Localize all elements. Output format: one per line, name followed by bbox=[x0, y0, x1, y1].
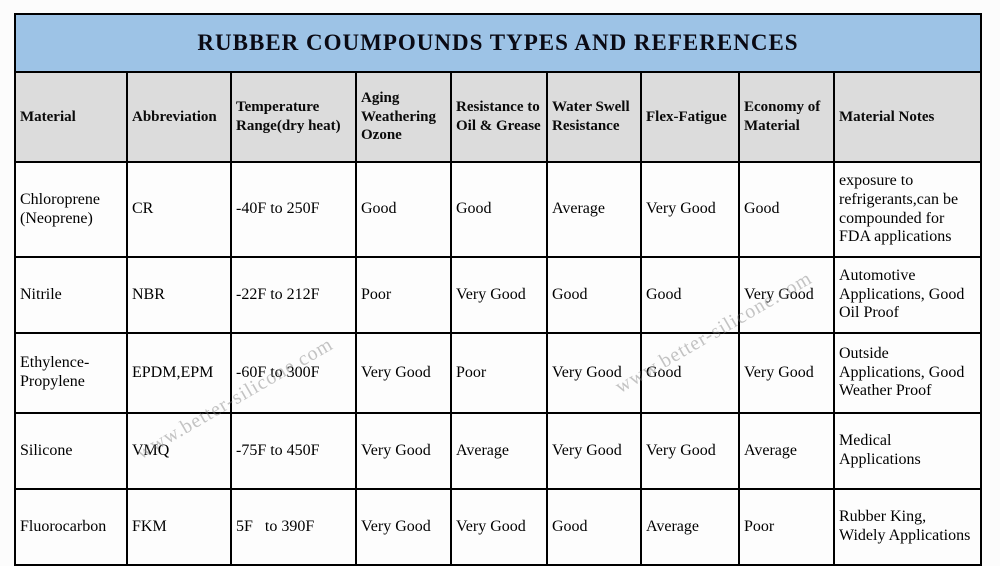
cell-flex-fatigue: Very Good bbox=[640, 161, 740, 258]
cell-aging-weathering-ozone: Very Good bbox=[355, 488, 452, 566]
cell-abbreviation: EPDM,EPM bbox=[126, 332, 232, 414]
cell-economy-of-material: Very Good bbox=[738, 332, 835, 414]
cell-water-swell-resistance: Average bbox=[546, 161, 642, 258]
cell-temperature-range: 5F to 390F bbox=[230, 488, 357, 566]
cell-temperature-range: -60F to 300F bbox=[230, 332, 357, 414]
cell-abbreviation: NBR bbox=[126, 256, 232, 334]
col-header-economy-of-material: Economy of Material bbox=[738, 71, 835, 163]
table-row-silicone: Silicone VMQ -75F to 450F Very Good Aver… bbox=[14, 412, 982, 490]
table-row-nitrile: Nitrile NBR -22F to 212F Poor Very Good … bbox=[14, 256, 982, 334]
cell-material-notes: Rubber King, Widely Applications bbox=[833, 488, 982, 566]
cell-oil-grease-resistance: Good bbox=[450, 161, 548, 258]
cell-economy-of-material: Poor bbox=[738, 488, 835, 566]
cell-material-notes: exposure to refrigerants,can be compound… bbox=[833, 161, 982, 258]
cell-aging-weathering-ozone: Very Good bbox=[355, 332, 452, 414]
rubber-compounds-table: RUBBER COUMPOUNDS TYPES AND REFERENCES M… bbox=[14, 13, 982, 566]
col-header-material: Material bbox=[14, 71, 128, 163]
cell-economy-of-material: Very Good bbox=[738, 256, 835, 334]
cell-material: Fluorocarbon bbox=[14, 488, 128, 566]
col-header-abbreviation: Abbreviation bbox=[126, 71, 232, 163]
cell-temperature-range: -75F to 450F bbox=[230, 412, 357, 490]
cell-flex-fatigue: Average bbox=[640, 488, 740, 566]
page-title: RUBBER COUMPOUNDS TYPES AND REFERENCES bbox=[14, 13, 982, 73]
table-row-ethylence-propylene: Ethylence-Propylene EPDM,EPM -60F to 300… bbox=[14, 332, 982, 414]
cell-flex-fatigue: Good bbox=[640, 256, 740, 334]
cell-temperature-range: -22F to 212F bbox=[230, 256, 357, 334]
table-row-fluorocarbon: Fluorocarbon FKM 5F to 390F Very Good Ve… bbox=[14, 488, 982, 566]
cell-oil-grease-resistance: Average bbox=[450, 412, 548, 490]
cell-abbreviation: VMQ bbox=[126, 412, 232, 490]
cell-material: Ethylence-Propylene bbox=[14, 332, 128, 414]
rubber-compounds-table-container: RUBBER COUMPOUNDS TYPES AND REFERENCES M… bbox=[14, 13, 982, 566]
col-header-aging-weathering-ozone: Aging Weathering Ozone bbox=[355, 71, 452, 163]
cell-economy-of-material: Good bbox=[738, 161, 835, 258]
cell-aging-weathering-ozone: Good bbox=[355, 161, 452, 258]
cell-material-notes: Medical Applications bbox=[833, 412, 982, 490]
cell-aging-weathering-ozone: Poor bbox=[355, 256, 452, 334]
cell-material-notes: Automotive Applications, Good Oil Proof bbox=[833, 256, 982, 334]
cell-abbreviation: CR bbox=[126, 161, 232, 258]
cell-aging-weathering-ozone: Very Good bbox=[355, 412, 452, 490]
cell-temperature-range: -40F to 250F bbox=[230, 161, 357, 258]
cell-oil-grease-resistance: Very Good bbox=[450, 256, 548, 334]
col-header-flex-fatigue: Flex-Fatigue bbox=[640, 71, 740, 163]
cell-water-swell-resistance: Very Good bbox=[546, 332, 642, 414]
cell-material: Chloroprene (Neoprene) bbox=[14, 161, 128, 258]
table-row-chloroprene: Chloroprene (Neoprene) CR -40F to 250F G… bbox=[14, 161, 982, 258]
cell-water-swell-resistance: Good bbox=[546, 488, 642, 566]
cell-water-swell-resistance: Good bbox=[546, 256, 642, 334]
cell-oil-grease-resistance: Very Good bbox=[450, 488, 548, 566]
cell-flex-fatigue: Very Good bbox=[640, 412, 740, 490]
cell-material-notes: Outside Applications, Good Weather Proof bbox=[833, 332, 982, 414]
cell-material: Nitrile bbox=[14, 256, 128, 334]
cell-oil-grease-resistance: Poor bbox=[450, 332, 548, 414]
col-header-temperature-range: Temperature Range(dry heat) bbox=[230, 71, 357, 163]
cell-economy-of-material: Average bbox=[738, 412, 835, 490]
col-header-water-swell-resistance: Water Swell Resistance bbox=[546, 71, 642, 163]
cell-water-swell-resistance: Very Good bbox=[546, 412, 642, 490]
cell-abbreviation: FKM bbox=[126, 488, 232, 566]
col-header-material-notes: Material Notes bbox=[833, 71, 982, 163]
col-header-oil-grease-resistance: Resistance to Oil & Grease bbox=[450, 71, 548, 163]
column-header-row: Material Abbreviation Temperature Range(… bbox=[14, 71, 982, 163]
cell-flex-fatigue: Good bbox=[640, 332, 740, 414]
title-row: RUBBER COUMPOUNDS TYPES AND REFERENCES bbox=[14, 13, 982, 73]
cell-material: Silicone bbox=[14, 412, 128, 490]
